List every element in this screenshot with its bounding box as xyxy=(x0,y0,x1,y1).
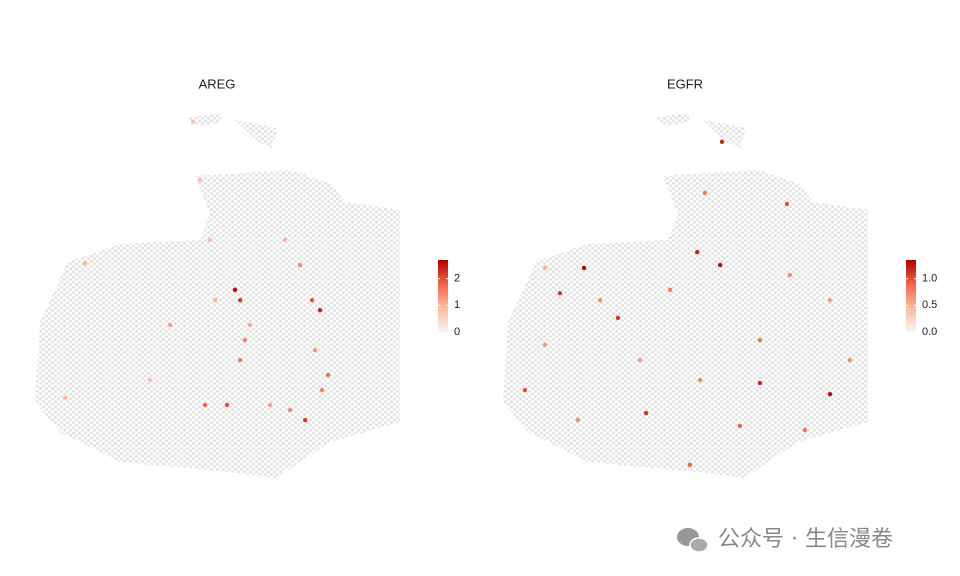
spot xyxy=(312,347,318,353)
spot xyxy=(207,237,213,243)
spot xyxy=(82,260,88,266)
spot xyxy=(637,357,643,363)
spot xyxy=(643,410,649,416)
tissue-right xyxy=(503,113,868,478)
spot xyxy=(325,372,331,378)
spot xyxy=(784,201,790,207)
spot xyxy=(557,290,563,296)
spot xyxy=(247,322,253,328)
spot xyxy=(575,417,581,423)
spot xyxy=(542,265,548,271)
spot xyxy=(827,391,833,397)
spot xyxy=(847,357,852,363)
colorbar-tick-label: 0.0 xyxy=(922,326,937,338)
spot xyxy=(597,297,603,303)
spot xyxy=(757,337,763,343)
spot xyxy=(282,237,288,243)
wechat-icon xyxy=(677,528,709,553)
spot xyxy=(309,297,315,303)
colorbar xyxy=(906,260,916,332)
chart-title: AREG xyxy=(199,76,236,91)
spot xyxy=(267,402,273,408)
spot xyxy=(581,265,587,271)
spot xyxy=(697,377,703,383)
spot xyxy=(687,462,693,468)
spot xyxy=(237,357,243,363)
spot xyxy=(287,407,293,413)
colorbar-tick-label: 1.0 xyxy=(922,273,937,285)
spot xyxy=(62,395,68,401)
spot xyxy=(317,307,323,313)
spot xyxy=(232,287,238,293)
spot xyxy=(237,297,243,303)
colorbar-tick-label: 2 xyxy=(454,273,460,285)
colorbar-tick-label: 0 xyxy=(454,326,460,338)
spot xyxy=(147,377,153,383)
spot xyxy=(719,139,725,145)
spot xyxy=(757,380,763,386)
spot xyxy=(827,297,833,303)
spot xyxy=(197,177,203,183)
spot xyxy=(212,297,218,303)
spot xyxy=(542,342,548,348)
spot xyxy=(787,272,793,278)
spot xyxy=(702,190,708,196)
colorbar-tick-label: 0.5 xyxy=(922,299,937,311)
spot xyxy=(297,262,303,268)
spot xyxy=(202,402,208,408)
spot xyxy=(522,387,528,393)
spot xyxy=(737,423,743,429)
colorbar-tick-label: 1 xyxy=(454,299,460,311)
chart-title: EGFR xyxy=(667,76,703,91)
spot xyxy=(319,387,325,393)
tissue-left xyxy=(35,113,400,478)
colorbar xyxy=(438,260,448,332)
spot xyxy=(802,427,808,433)
watermark: 公众号 · 生信漫卷 xyxy=(718,527,893,552)
spot xyxy=(615,315,621,321)
spot xyxy=(190,119,196,125)
spot xyxy=(717,262,723,268)
spot xyxy=(242,337,248,343)
spot xyxy=(167,322,173,328)
spot xyxy=(694,249,700,255)
spot xyxy=(224,402,230,408)
spot xyxy=(667,287,673,293)
spot xyxy=(302,417,308,423)
